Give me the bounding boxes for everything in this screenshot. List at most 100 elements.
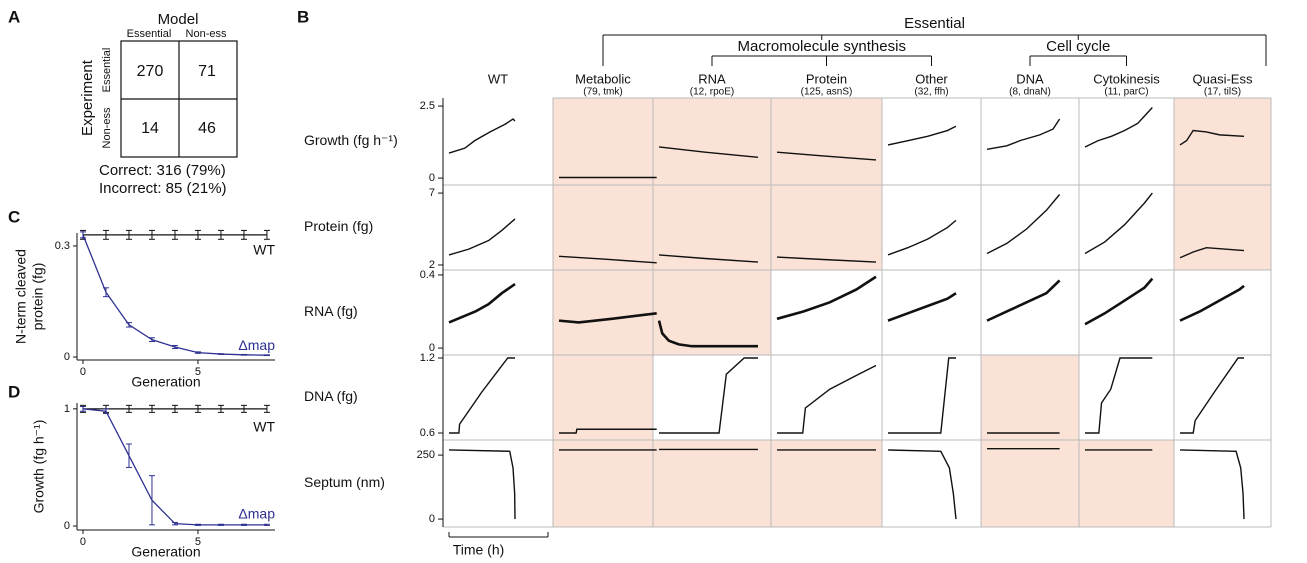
- cell-shade: [553, 440, 653, 527]
- cell-line: [986, 118, 1061, 150]
- x-tick-label: 0: [80, 536, 86, 548]
- cell-line: [888, 357, 956, 434]
- y-tick-label: 0: [64, 520, 70, 532]
- matrix-summary: Incorrect: 85 (21%): [99, 180, 227, 197]
- matrix-cell: 46: [198, 120, 216, 137]
- cell-shade: [981, 440, 1079, 527]
- cell-line: [1179, 247, 1245, 259]
- cell-shade: [653, 185, 771, 270]
- cell-shade: [553, 270, 653, 355]
- row-label: RNA (fg): [304, 303, 358, 319]
- cell-line: [559, 428, 657, 434]
- column-note: (17, tilS): [1204, 87, 1241, 98]
- cell-shade: [1174, 98, 1271, 185]
- column-note: (11, parC): [1104, 87, 1148, 98]
- series-label: WT: [253, 242, 275, 258]
- matrix-summary: Correct: 316 (79%): [99, 162, 226, 179]
- cell-line: [448, 449, 516, 520]
- y-tick-label: 2.5: [420, 100, 435, 112]
- cell-line: [1179, 129, 1245, 146]
- column-note: (32, ffh): [914, 87, 948, 98]
- x-axis-label: Generation: [131, 544, 200, 560]
- cell-line: [558, 312, 657, 324]
- matrix-row-label: Essential: [101, 48, 113, 93]
- y-tick-label: 250: [417, 449, 435, 461]
- cell-shade: [1174, 185, 1271, 270]
- x-tick-label: 0: [80, 366, 86, 378]
- cell-line: [776, 151, 877, 161]
- cell-line: [657, 320, 758, 348]
- cell-line: [448, 218, 516, 256]
- panel-label: D: [8, 382, 20, 401]
- cell-line: [1179, 284, 1245, 322]
- row-label: Protein (fg): [304, 218, 373, 234]
- cell-line: [887, 449, 957, 520]
- cell-line: [448, 283, 516, 324]
- cell-line: [887, 219, 957, 256]
- cell-line: [448, 118, 516, 154]
- cell-shade: [981, 355, 1079, 440]
- panel-label: C: [8, 207, 20, 226]
- column-note: (125, asnS): [801, 87, 853, 98]
- cell-line: [1084, 277, 1154, 326]
- y-tick-label: 0: [64, 351, 70, 363]
- row-label: Growth (fg h⁻¹): [304, 132, 398, 148]
- cell-line: [986, 194, 1061, 255]
- column-label: Metabolic: [575, 71, 631, 86]
- matrix-cell: 270: [137, 63, 164, 80]
- cell-shade: [653, 440, 771, 527]
- y-tick-label: 7: [429, 187, 435, 199]
- group-label: Essential: [904, 15, 965, 32]
- cell-line: [776, 256, 877, 263]
- cell-line: [887, 125, 957, 146]
- cell-shade: [553, 185, 653, 270]
- cell-line: [1179, 449, 1245, 520]
- cell-shade: [771, 185, 882, 270]
- y-tick-label: 0: [429, 513, 435, 525]
- cell-line: [659, 357, 758, 434]
- column-label: RNA: [698, 71, 726, 86]
- series-label: Δmap: [238, 506, 275, 522]
- cell-line: [777, 364, 877, 434]
- x-axis-label: Generation: [131, 374, 200, 390]
- cell-line: [1084, 192, 1153, 255]
- cell-shade: [553, 98, 653, 185]
- x-axis-label: Time (h): [453, 542, 505, 558]
- cell-shade: [771, 440, 882, 527]
- column-label: DNA: [1016, 71, 1044, 86]
- row-label: DNA (fg): [304, 388, 358, 404]
- cell-line: [558, 255, 657, 264]
- y-tick-label: 0.6: [420, 427, 435, 439]
- group-label: Macromolecule synthesis: [738, 38, 906, 55]
- y-tick-label: 0.3: [55, 240, 70, 252]
- row-label: Septum (nm): [304, 474, 385, 490]
- column-label: Other: [915, 71, 948, 86]
- y-tick-label: 0.4: [420, 269, 435, 281]
- y-tick-label: 2: [429, 259, 435, 271]
- cell-line: [1180, 357, 1245, 434]
- matrix-column-label: Essential: [127, 28, 172, 40]
- cell-line: [449, 357, 515, 434]
- cell-line: [1085, 357, 1153, 434]
- matrix-row-title: Experiment: [79, 59, 96, 136]
- x-tick-label: 5: [195, 536, 201, 548]
- matrix-cell: 71: [198, 63, 216, 80]
- column-label: Quasi-Ess: [1193, 71, 1253, 86]
- series-label: WT: [253, 419, 275, 435]
- cell-shade: [653, 98, 771, 185]
- matrix-row-label: Non-ess: [101, 107, 113, 148]
- y-tick-label: 0: [429, 342, 435, 354]
- cell-line: [986, 279, 1061, 322]
- cell-shade: [1079, 440, 1174, 527]
- panel-label: B: [297, 7, 309, 26]
- cell-line: [658, 146, 759, 159]
- matrix-column-label: Non-ess: [186, 28, 227, 40]
- cell-line: [1084, 107, 1153, 148]
- y-tick-label: 1.2: [420, 352, 435, 364]
- y-tick-label: 0: [429, 172, 435, 184]
- matrix-title: Model: [158, 11, 199, 28]
- cell-line: [776, 275, 877, 321]
- cell-line: [887, 292, 957, 322]
- cell-shade: [553, 355, 653, 440]
